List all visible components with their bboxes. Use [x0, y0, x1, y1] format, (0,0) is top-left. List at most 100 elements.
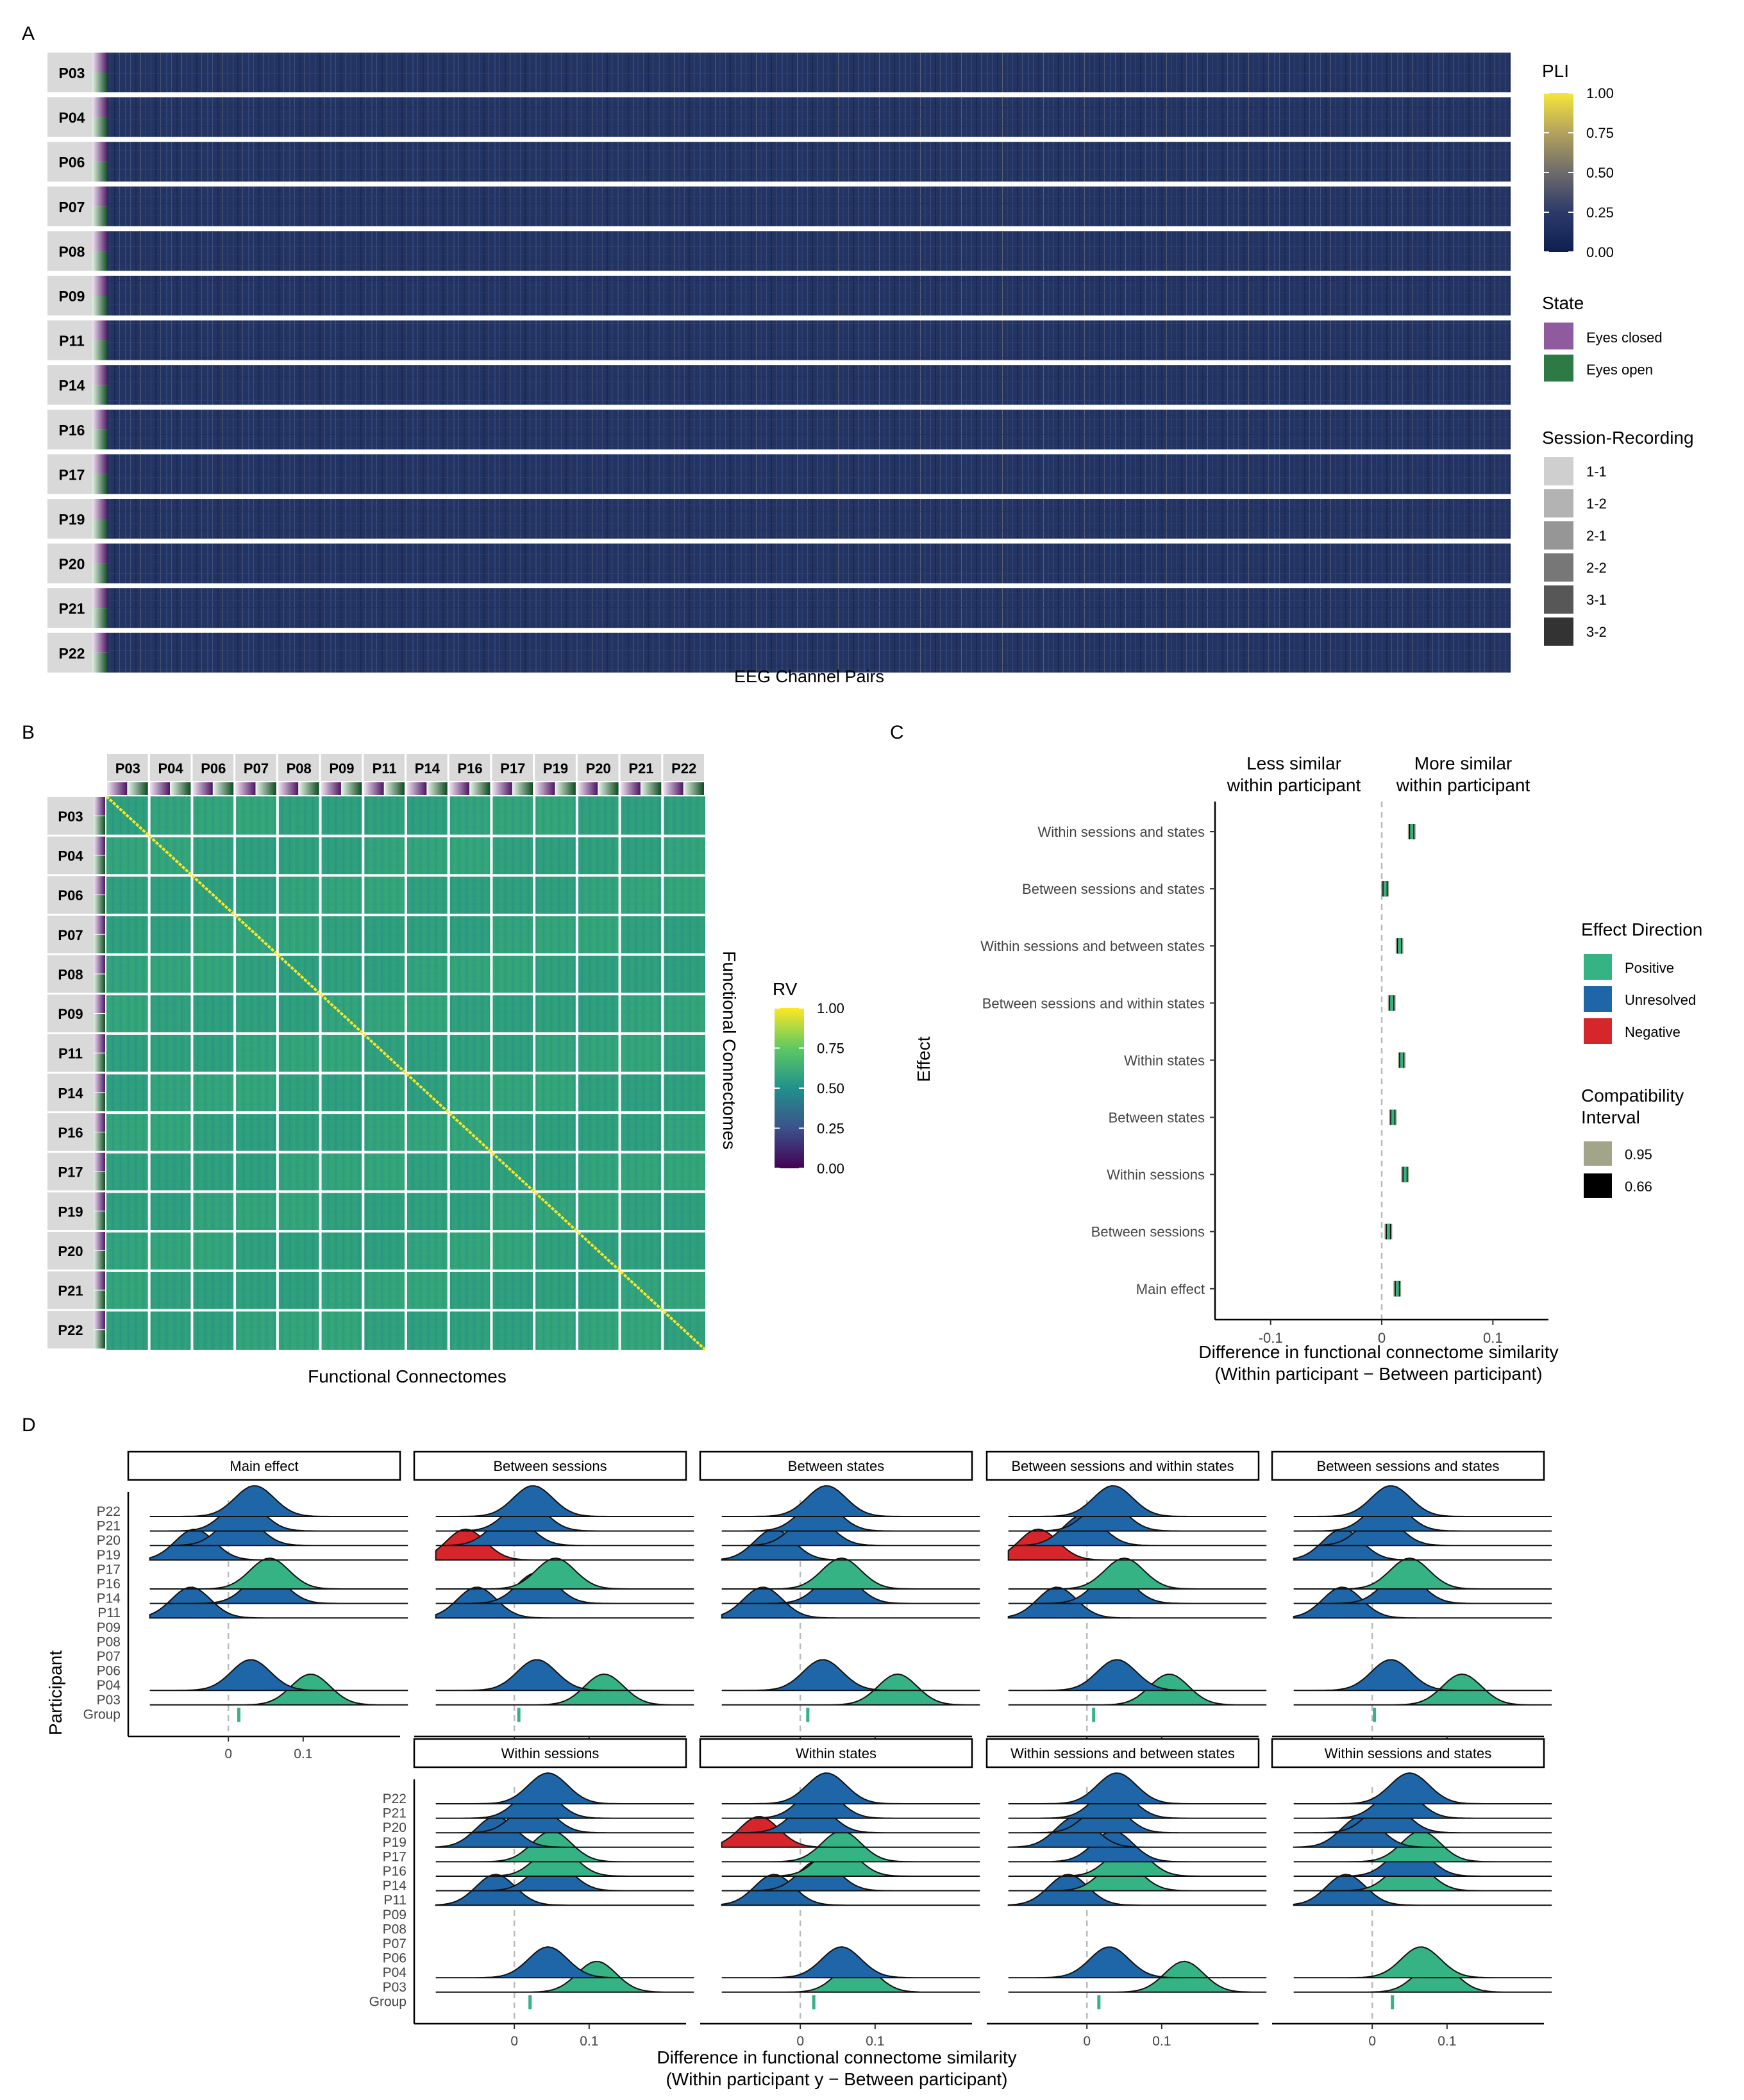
group-estimate [806, 1708, 810, 1722]
pli-tick-label: 0.25 [1586, 205, 1614, 221]
col-state-open-P20 [598, 782, 619, 795]
row-strip-P22 [47, 632, 92, 673]
rv-block [576, 836, 620, 876]
rv-block [576, 875, 620, 915]
rv-block [662, 1073, 705, 1113]
rv-block [320, 796, 364, 836]
row-strip-P16 [47, 409, 92, 449]
row-label-b-P16: P16 [58, 1125, 83, 1141]
rv-block [662, 1191, 705, 1232]
direction-label-positive: Positive [1625, 960, 1674, 976]
row-label-P17: P17 [59, 466, 85, 483]
pli-heatmap-row-P16 [108, 409, 1511, 449]
row-label-P04: P04 [59, 110, 85, 126]
col-label-P09: P09 [329, 760, 354, 777]
rv-block [662, 1113, 705, 1152]
row-strip-b-P09 [47, 995, 94, 1032]
facet-strip [1271, 1738, 1545, 1768]
c-estimate-6 [1403, 1166, 1407, 1182]
rv-block [619, 1310, 663, 1350]
row-strip-P19 [47, 499, 92, 539]
row-strip-P14 [47, 365, 92, 405]
session-key-3-2 [1544, 617, 1573, 646]
rv-block [662, 914, 705, 955]
row-label-P21: P21 [59, 600, 85, 617]
row-state-open-P19 [94, 1211, 105, 1231]
ridge-P04 [435, 1659, 694, 1692]
ridge-P22 [149, 1485, 408, 1517]
col-strip-P03 [107, 754, 148, 781]
row-label-b-P09: P09 [58, 1006, 83, 1022]
rv-block [406, 1270, 449, 1311]
rv-block [277, 1191, 321, 1232]
rv-block [235, 1113, 278, 1152]
state-bar-closed-P22 [92, 632, 108, 653]
state-bar-closed-P14 [92, 365, 108, 385]
ridge-P22 [721, 1772, 980, 1804]
facet-title: Between states [788, 1458, 884, 1474]
ridge-P21 [435, 1499, 694, 1532]
pli-heatmap-row-P03 [108, 53, 1511, 92]
participant-label: P03 [383, 1980, 407, 1995]
col-strip-P21 [620, 754, 662, 781]
less-similar-line2: within participant [1227, 775, 1361, 795]
rv-block [320, 1270, 364, 1311]
rv-block [149, 914, 192, 955]
ridge-P21 [1008, 1499, 1267, 1532]
panel-letter-c: C [890, 722, 904, 743]
facet-title: Main effect [230, 1458, 298, 1474]
state-legend-title: State [1542, 293, 1584, 313]
rv-block [406, 1152, 449, 1192]
ridge-P04 [149, 1659, 408, 1692]
row-state-closed-P03 [94, 797, 105, 816]
rv-block [235, 1033, 278, 1073]
rv-block [235, 1073, 278, 1113]
facet-strip [413, 1450, 687, 1481]
participant-label: P22 [97, 1504, 121, 1519]
rv-block [576, 954, 620, 995]
direction-label-negative: Negative [1625, 1024, 1681, 1040]
pli-heatmap-row-P17 [108, 454, 1511, 494]
rv-block [619, 1073, 663, 1113]
row-state-closed-P08 [94, 955, 105, 974]
participant-label: P04 [383, 1965, 407, 1980]
rv-block [149, 796, 192, 836]
ridge-P16 [721, 1557, 980, 1590]
state-bar-closed-P19 [92, 499, 108, 519]
ridge-P11 [1293, 1874, 1552, 1906]
row-label-P06: P06 [59, 154, 85, 171]
session-label-3-2: 3-2 [1586, 624, 1607, 640]
panel-c-x-label-line1: Difference in functional connectome simi… [1198, 1342, 1558, 1362]
panel-b-rv-matrix: P03 P04 P06 P07 P08 P09 P11 P14 P16 P17 P19 P20 P21 P… [47, 754, 707, 1351]
facet-within-states: Within states 0 0.1 [699, 1738, 980, 2049]
row-state-closed-P22 [94, 1311, 105, 1330]
col-strip-P20 [577, 754, 619, 781]
participant-label: P06 [97, 1664, 121, 1679]
rv-block [106, 1191, 149, 1232]
row-strip-b-P06 [47, 876, 94, 914]
col-strip-P19 [535, 754, 576, 781]
state-label-eyes-closed: Eyes closed [1586, 330, 1663, 346]
row-state-open-P03 [94, 816, 105, 835]
row-state-open-P21 [94, 1290, 105, 1309]
rv-block [363, 1073, 406, 1113]
rv-block [149, 1231, 192, 1271]
ci-key-95 [1584, 1141, 1612, 1166]
c-category-label: Between sessions and states [1022, 881, 1205, 897]
col-label-P04: P04 [158, 760, 183, 777]
panel-d-y-label: Participant [46, 1651, 65, 1736]
rv-block [448, 1310, 492, 1350]
ridge-P22 [1293, 1772, 1552, 1804]
row-strip-b-P17 [47, 1152, 94, 1191]
group-estimate [1092, 1708, 1096, 1722]
panel-letter-d: D [22, 1415, 36, 1436]
state-bar-open-P20 [92, 563, 108, 584]
rv-block [106, 994, 149, 1034]
rv-block [406, 1113, 449, 1152]
ridge-P17 [1008, 1830, 1267, 1863]
participant-label: P08 [97, 1634, 121, 1649]
rv-block [619, 1152, 663, 1192]
panel-d-x-label-line2: (Within participant y − Between particip… [666, 2069, 1007, 2089]
state-bar-open-P07 [92, 206, 108, 226]
